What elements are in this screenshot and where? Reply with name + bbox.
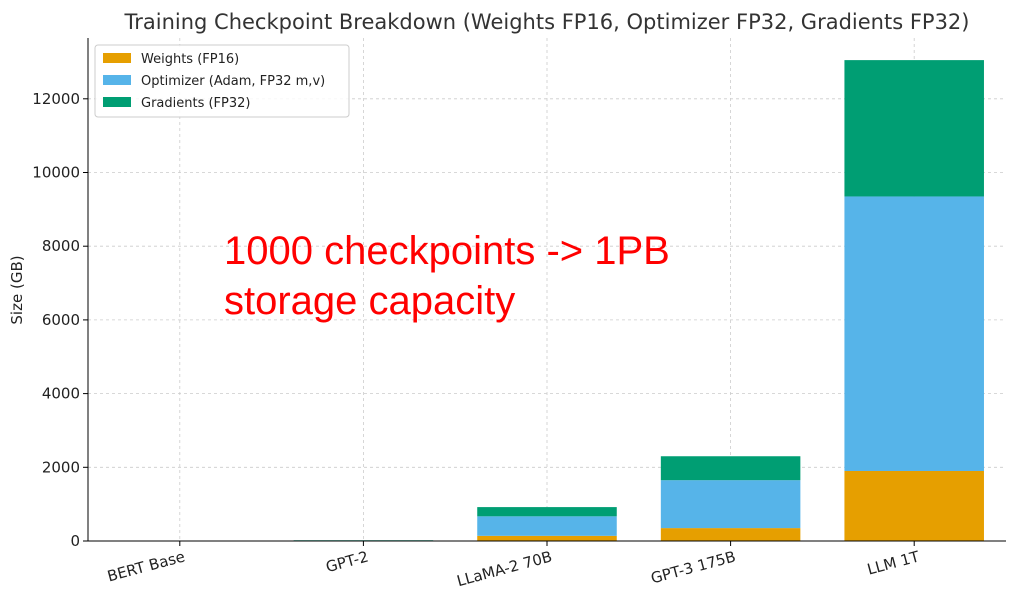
bar-segment (477, 516, 617, 536)
bar-segment (660, 456, 801, 481)
x-tick-labels: BERT Base GPT-2 LLaMA-2 70B GPT-3 175B LLM 1… (105, 541, 922, 590)
legend-box (94, 44, 350, 118)
annotation-text: storage capacity (224, 279, 515, 323)
legend-swatch (103, 97, 131, 107)
bar-segment (844, 196, 984, 471)
y-tick-label: 4000 (42, 385, 80, 403)
bar-segment (477, 535, 617, 541)
annotation: 1000 checkpoints -> 1PB storage capacity (224, 229, 670, 323)
bar-segment (477, 507, 617, 517)
bar-segment (844, 60, 984, 197)
legend: Weights (FP16) Optimizer (Adam, FP32 m,v)… (94, 44, 350, 118)
y-tick-label: 8000 (42, 237, 80, 255)
x-tick-label: GPT-2 (324, 547, 371, 576)
bar-segment (660, 480, 801, 529)
y-tick-label: 10000 (32, 164, 80, 182)
y-tick-label: 6000 (42, 311, 80, 329)
chart-title: Training Checkpoint Breakdown (Weights F… (124, 10, 970, 34)
bars (110, 60, 984, 541)
x-tick-label: GPT-3 175B (649, 547, 738, 587)
bar-segment (660, 528, 801, 541)
legend-swatch (103, 75, 131, 85)
x-tick-label: BERT Base (105, 547, 187, 585)
x-tick-label: LLaMA-2 70B (455, 547, 554, 590)
legend-label: Gradients (FP32) (141, 96, 251, 111)
legend-label: Optimizer (Adam, FP32 m,v) (141, 74, 325, 89)
y-tick-label: 2000 (42, 458, 80, 476)
y-axis-label: Size (GB) (8, 255, 26, 324)
x-tick-label: LLM 1T (865, 547, 922, 578)
annotation-text: 1000 checkpoints -> 1PB (224, 229, 670, 273)
bar-segment (844, 470, 984, 541)
legend-swatch (103, 53, 131, 63)
y-tick-label: 12000 (32, 90, 80, 108)
y-tick-labels: 0 2000 4000 6000 8000 10000 12000 (32, 90, 88, 550)
legend-label: Weights (FP16) (141, 52, 239, 67)
y-tick-label: 0 (70, 532, 80, 550)
